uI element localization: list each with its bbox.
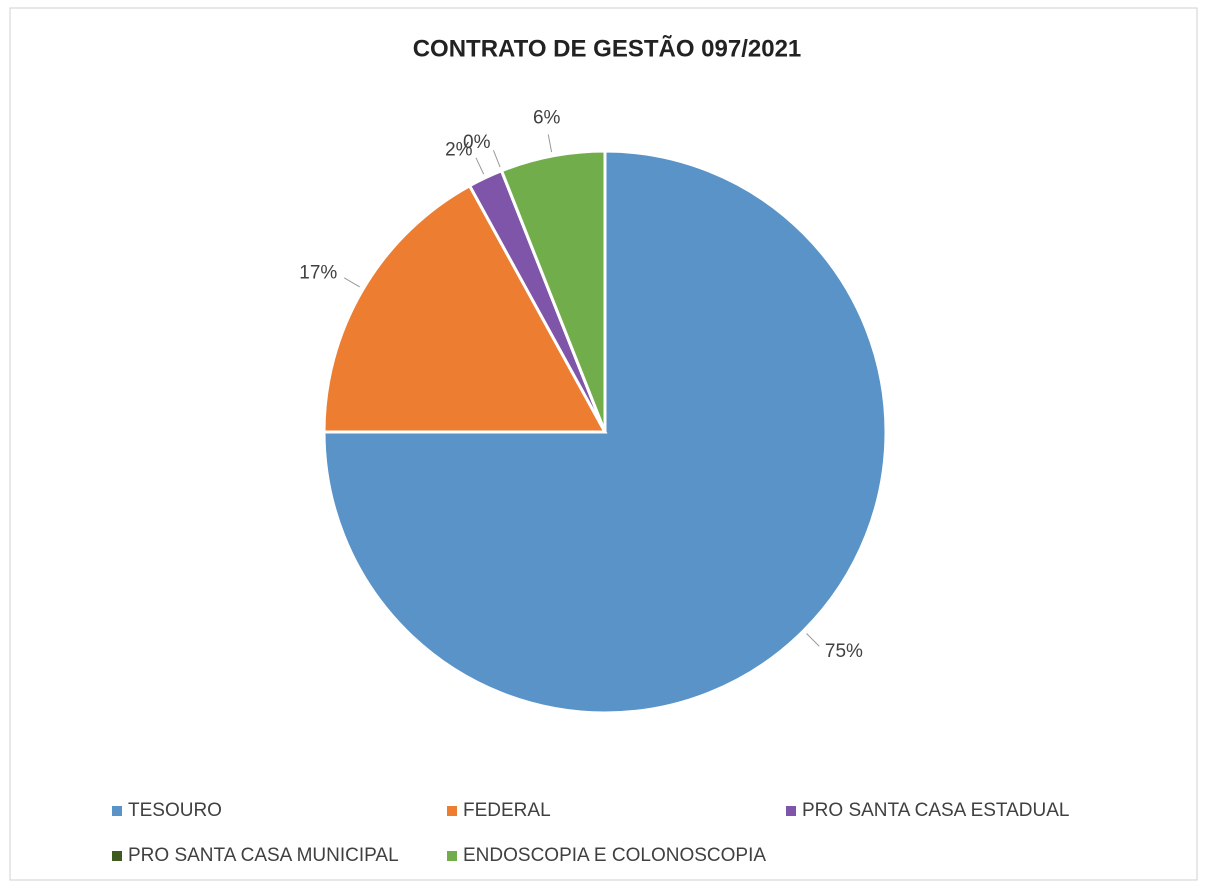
- legend-swatch: [447, 851, 457, 861]
- data-label: 75%: [825, 641, 863, 662]
- legend-label: ENDOSCOPIA E COLONOSCOPIA: [463, 845, 766, 866]
- chart-title: CONTRATO DE GESTÃO 097/2021: [413, 34, 802, 62]
- data-label: 2%: [445, 140, 473, 161]
- data-label: 6%: [533, 108, 561, 129]
- legend-swatch: [447, 806, 457, 816]
- leader-line: [547, 134, 553, 153]
- legend-label: PRO SANTA CASA ESTADUAL: [802, 800, 1069, 821]
- leader-line: [492, 150, 501, 168]
- leader-line: [343, 277, 360, 288]
- legend-label: FEDERAL: [463, 800, 551, 821]
- legend-swatch: [112, 806, 122, 816]
- data-label: 17%: [299, 263, 337, 284]
- legend-swatch: [112, 851, 122, 861]
- legend-label: PRO SANTA CASA MUNICIPAL: [128, 845, 399, 866]
- pie-slice: [322, 183, 608, 434]
- data-label: 0%: [463, 132, 491, 153]
- leader-line: [475, 157, 485, 175]
- pie-slice: [499, 149, 607, 433]
- legend-label: TESOURO: [128, 800, 222, 821]
- legend-swatch: [786, 806, 796, 816]
- leader-line: [806, 633, 820, 647]
- pie-slice: [322, 149, 888, 715]
